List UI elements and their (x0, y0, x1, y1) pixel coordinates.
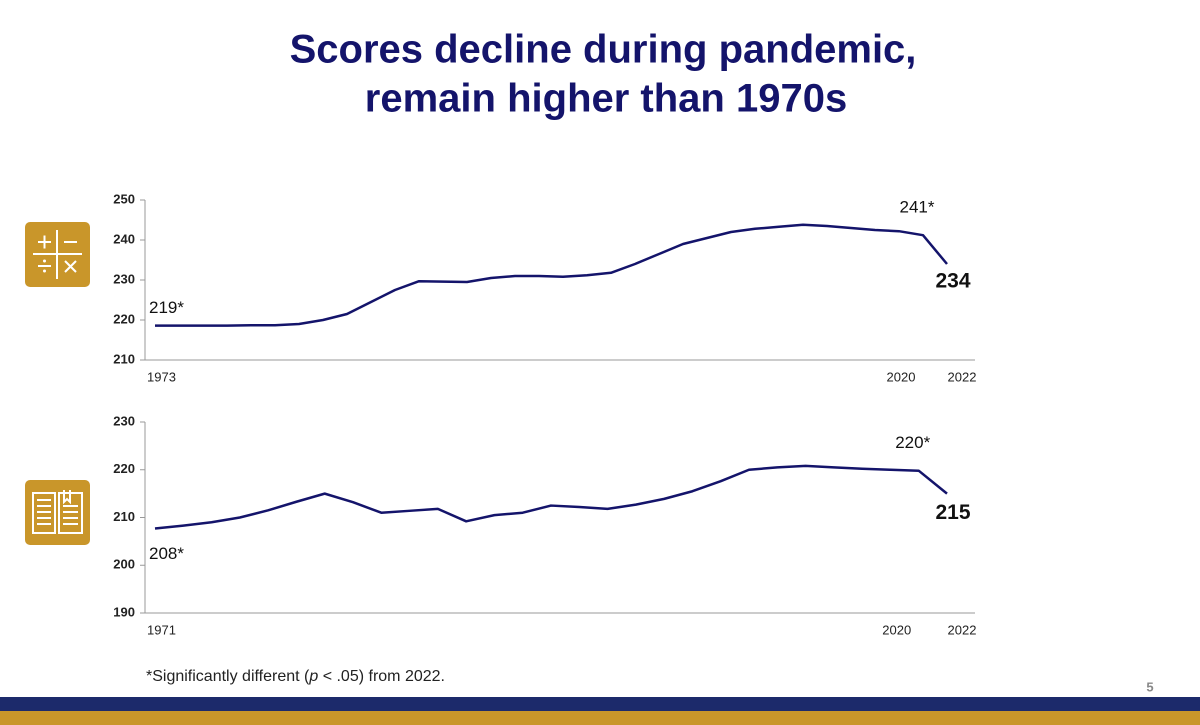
y-tick-label: 230 (113, 271, 135, 286)
y-tick-label: 220 (113, 461, 135, 476)
y-tick-label: 200 (113, 557, 135, 572)
value-label: 234 (935, 270, 970, 293)
x-tick-label: 1971 (147, 622, 176, 637)
footnote-text: < .05) from 2022. (318, 668, 445, 685)
y-tick-label: 190 (113, 604, 135, 619)
value-label: 208* (149, 544, 184, 563)
slide-title: remain higher than 1970s (365, 77, 847, 121)
math-icon (25, 222, 90, 287)
footnote-text: p (308, 668, 318, 685)
value-label: 219* (149, 298, 184, 317)
page-number: 5 (1146, 679, 1153, 694)
score-line (155, 223, 948, 327)
value-label: 220* (895, 433, 930, 452)
value-label: 215 (935, 501, 970, 524)
footer-band (0, 697, 1200, 711)
y-tick-label: 230 (113, 413, 135, 428)
y-tick-label: 210 (113, 351, 135, 366)
x-tick-label: 2020 (887, 369, 916, 384)
slide-title: Scores decline during pandemic, (290, 28, 917, 72)
x-tick-label: 1973 (147, 369, 176, 384)
y-tick-label: 250 (113, 191, 135, 206)
footer-band (0, 711, 1200, 725)
footnote-text: *Significantly different ( (146, 668, 310, 685)
x-tick-label: 2022 (948, 369, 977, 384)
footnote: *Significantly different (p < .05) from … (146, 668, 445, 685)
x-tick-label: 2020 (882, 622, 911, 637)
reading-icon (25, 480, 90, 545)
x-tick-label: 2022 (948, 622, 977, 637)
y-tick-label: 240 (113, 231, 135, 246)
value-label: 241* (900, 198, 935, 217)
y-tick-label: 220 (113, 311, 135, 326)
y-tick-label: 210 (113, 509, 135, 524)
score-line (154, 464, 948, 530)
